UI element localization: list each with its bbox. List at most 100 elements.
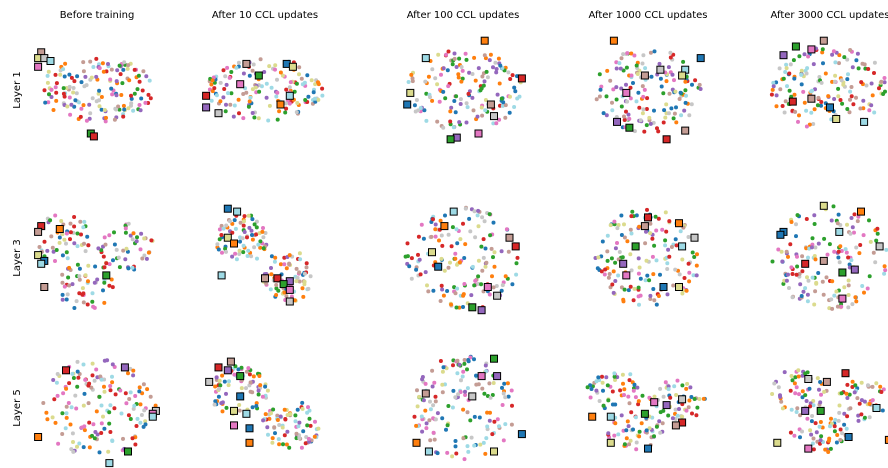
prototype-marker: [640, 71, 649, 80]
sample-point: [257, 374, 262, 378]
sample-point: [483, 264, 488, 269]
sample-point: [833, 60, 838, 65]
sample-point: [312, 434, 317, 439]
sample-point: [786, 254, 790, 259]
sample-point: [226, 383, 231, 388]
sample-point: [320, 86, 325, 91]
sample-point: [781, 281, 786, 286]
prototype-marker: [102, 271, 111, 280]
sample-point: [817, 75, 822, 79]
sample-point: [82, 84, 87, 89]
sample-point: [129, 96, 134, 101]
sample-point: [854, 299, 859, 304]
sample-point: [60, 253, 65, 258]
sample-point: [817, 424, 822, 429]
sample-point: [677, 272, 682, 277]
sample-point: [75, 444, 79, 449]
sample-point: [139, 96, 144, 101]
sample-point: [787, 71, 792, 76]
prototype-marker: [468, 303, 477, 312]
sample-point: [110, 380, 115, 385]
column-title: After 10 CCL updates: [212, 10, 318, 21]
sample-point: [481, 440, 486, 445]
sample-point: [78, 114, 83, 119]
prototype-marker: [517, 74, 526, 83]
sample-point: [632, 53, 637, 58]
sample-point: [421, 236, 426, 241]
sample-point: [443, 96, 448, 101]
prototype-marker: [844, 433, 853, 441]
sample-point: [659, 84, 664, 89]
sample-point: [629, 231, 634, 236]
sample-point: [632, 286, 637, 291]
sample-point: [138, 108, 143, 113]
sample-point: [433, 417, 438, 422]
sample-point: [114, 107, 119, 112]
prototype-marker: [62, 366, 70, 375]
sample-point: [245, 235, 249, 240]
sample-point: [618, 388, 623, 393]
sample-point: [277, 423, 282, 427]
sample-point: [82, 428, 87, 433]
sample-point: [410, 76, 415, 81]
sample-point: [138, 247, 143, 252]
sample-point: [264, 95, 269, 100]
sample-point: [428, 399, 432, 404]
sample-point: [294, 436, 299, 441]
sample-point: [439, 233, 444, 238]
sample-point: [669, 245, 674, 249]
prototype-marker: [105, 459, 114, 468]
sample-point: [644, 428, 649, 433]
sample-point: [275, 413, 280, 418]
sample-point: [250, 87, 255, 92]
sample-point: [64, 86, 69, 90]
sample-point: [230, 254, 235, 259]
sample-point: [69, 405, 74, 410]
sample-point: [802, 52, 807, 57]
sample-point: [867, 108, 872, 113]
sample-point: [846, 293, 851, 297]
sample-point: [221, 68, 226, 73]
sample-point: [72, 104, 77, 109]
sample-point: [76, 375, 81, 380]
sample-point: [820, 425, 825, 430]
sample-point: [613, 260, 618, 265]
sample-point: [110, 92, 115, 97]
sample-point: [631, 427, 635, 432]
sample-point: [218, 99, 223, 104]
sample-point: [433, 234, 438, 239]
sample-point: [674, 120, 679, 125]
sample-point: [135, 87, 140, 92]
prototype-marker: [773, 438, 782, 447]
sample-point: [213, 399, 218, 404]
sample-point: [792, 433, 797, 438]
sample-point: [423, 381, 428, 386]
sample-point: [141, 382, 146, 387]
sample-point: [836, 418, 841, 423]
sample-point: [493, 60, 498, 65]
sample-point: [451, 125, 456, 130]
sample-point: [278, 414, 283, 419]
sample-point: [81, 362, 86, 367]
sample-point: [101, 254, 106, 259]
sample-point: [119, 93, 124, 97]
scatter-panel: [34, 358, 160, 468]
prototype-marker: [850, 265, 859, 274]
sample-point: [484, 260, 489, 265]
sample-point: [782, 110, 787, 115]
prototype-marker: [483, 283, 492, 291]
sample-point: [853, 383, 858, 388]
sample-point: [642, 129, 647, 134]
prototype-marker: [477, 372, 486, 381]
sample-point: [612, 371, 617, 376]
sample-point: [455, 262, 459, 267]
sample-point: [236, 97, 241, 102]
sample-point: [299, 445, 304, 450]
prototype-marker: [801, 259, 810, 268]
sample-point: [461, 221, 465, 226]
sample-point: [800, 389, 805, 394]
sample-point: [626, 394, 631, 399]
sample-point: [830, 279, 835, 284]
sample-point: [811, 447, 816, 452]
sample-point: [246, 104, 251, 109]
